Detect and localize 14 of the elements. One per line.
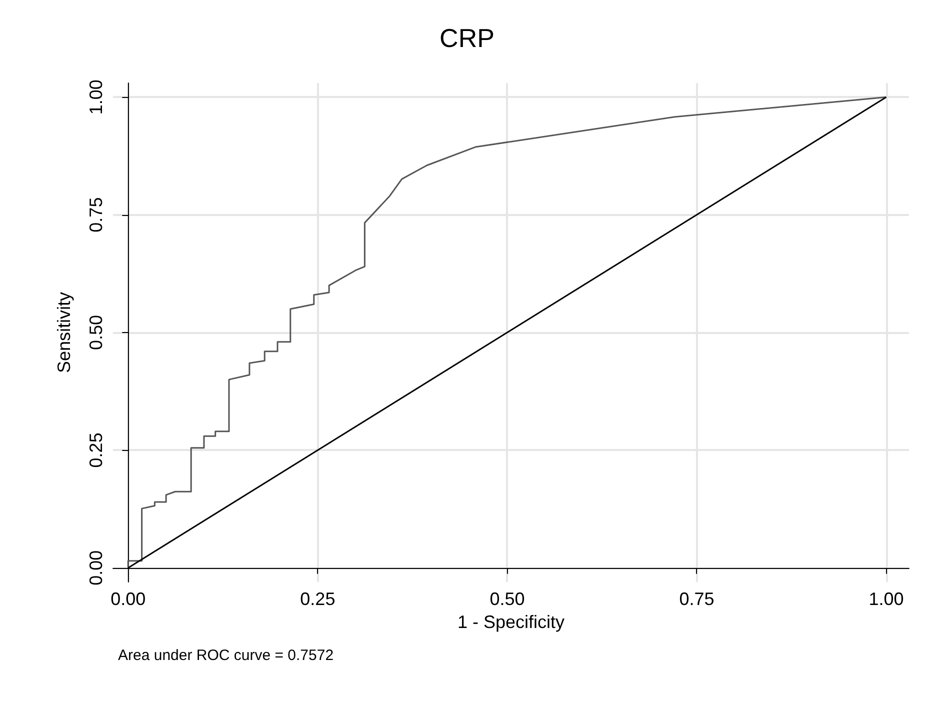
y-tick-label: 0.50 [86,314,106,350]
x-tick-label: 0.25 [300,589,336,609]
x-tick-label: 1.00 [868,589,904,609]
y-tick-label: 1.00 [86,80,106,115]
text: Area under ROC curve = 0.7572 [118,647,334,664]
y-tick-label: 0.00 [86,550,106,586]
x-axis-title: 1 - Specificity [457,612,565,632]
x-tick-label: 0.75 [679,589,714,609]
y-axis-title: Sensitivity [54,292,74,374]
chart-title: CRP [440,23,494,53]
y-tick-label: 0.75 [86,197,106,232]
x-tick-label: 0.50 [490,589,525,609]
y-tick-label: 0.25 [86,432,106,468]
x-tick-label: 0.00 [110,589,146,609]
